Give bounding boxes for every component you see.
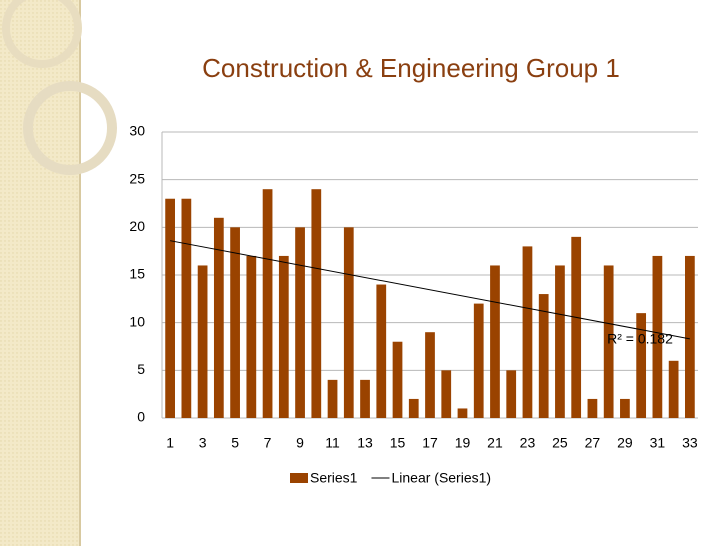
bar [408,398,419,418]
bar [181,198,192,418]
y-tick-label: 30 [129,123,145,139]
bar [327,379,338,418]
bar [636,313,647,418]
y-tick-label: 10 [129,313,145,329]
bar [278,255,289,418]
bar [571,236,582,418]
x-tick-label: 19 [455,435,471,451]
bar [441,370,452,418]
bar [473,303,484,418]
bar [668,360,679,418]
bar [506,370,517,418]
x-tick-label: 31 [650,435,666,451]
y-tick-label: 25 [129,170,145,186]
bar [246,255,257,418]
bar [165,198,175,418]
y-tick-label: 0 [137,409,145,425]
bar [262,189,273,418]
x-tick-label: 25 [552,435,568,451]
x-tick-label: 21 [487,435,503,451]
y-tick-label: 20 [129,218,145,234]
x-tick-label: 27 [585,435,601,451]
x-tick-label: 33 [682,435,698,451]
bar [311,189,322,418]
legend-swatch [290,473,308,483]
bar [587,398,598,418]
bar [360,379,370,418]
bar [343,227,354,418]
bar [685,255,695,418]
r-squared: R² = 0.182 [607,331,673,347]
legend-label: Series1 [310,470,358,486]
chart-title: Construction & Engineering Group 1 [202,53,620,83]
bar [295,227,305,418]
x-tick-label: 29 [617,435,633,451]
bar [457,408,468,418]
bar [538,294,549,418]
bar [620,398,630,418]
ring [2,0,82,68]
ring [23,81,117,175]
bar [230,227,240,418]
x-tick-label: 13 [357,435,373,451]
bar [652,255,663,418]
bar [555,265,565,418]
x-tick-label: 23 [520,435,536,451]
bar [490,265,500,418]
bar [213,217,224,418]
bar [392,341,403,418]
y-tick-label: 5 [137,361,145,377]
bar [603,265,614,418]
y-tick-label: 15 [129,266,145,282]
trendline [170,240,690,340]
bar [522,246,533,418]
x-tick-label: 3 [199,435,207,451]
x-tick-label: 1 [166,435,174,451]
bar [425,332,435,418]
legend-label: Linear (Series1) [391,470,491,486]
x-tick-label: 9 [296,435,304,451]
x-tick-label: 11 [325,435,340,451]
x-tick-label: 15 [390,435,406,451]
x-tick-label: 5 [231,435,239,451]
x-tick-label: 17 [422,435,438,451]
bar [197,265,208,418]
x-tick-label: 7 [264,435,272,451]
bar [376,284,387,418]
